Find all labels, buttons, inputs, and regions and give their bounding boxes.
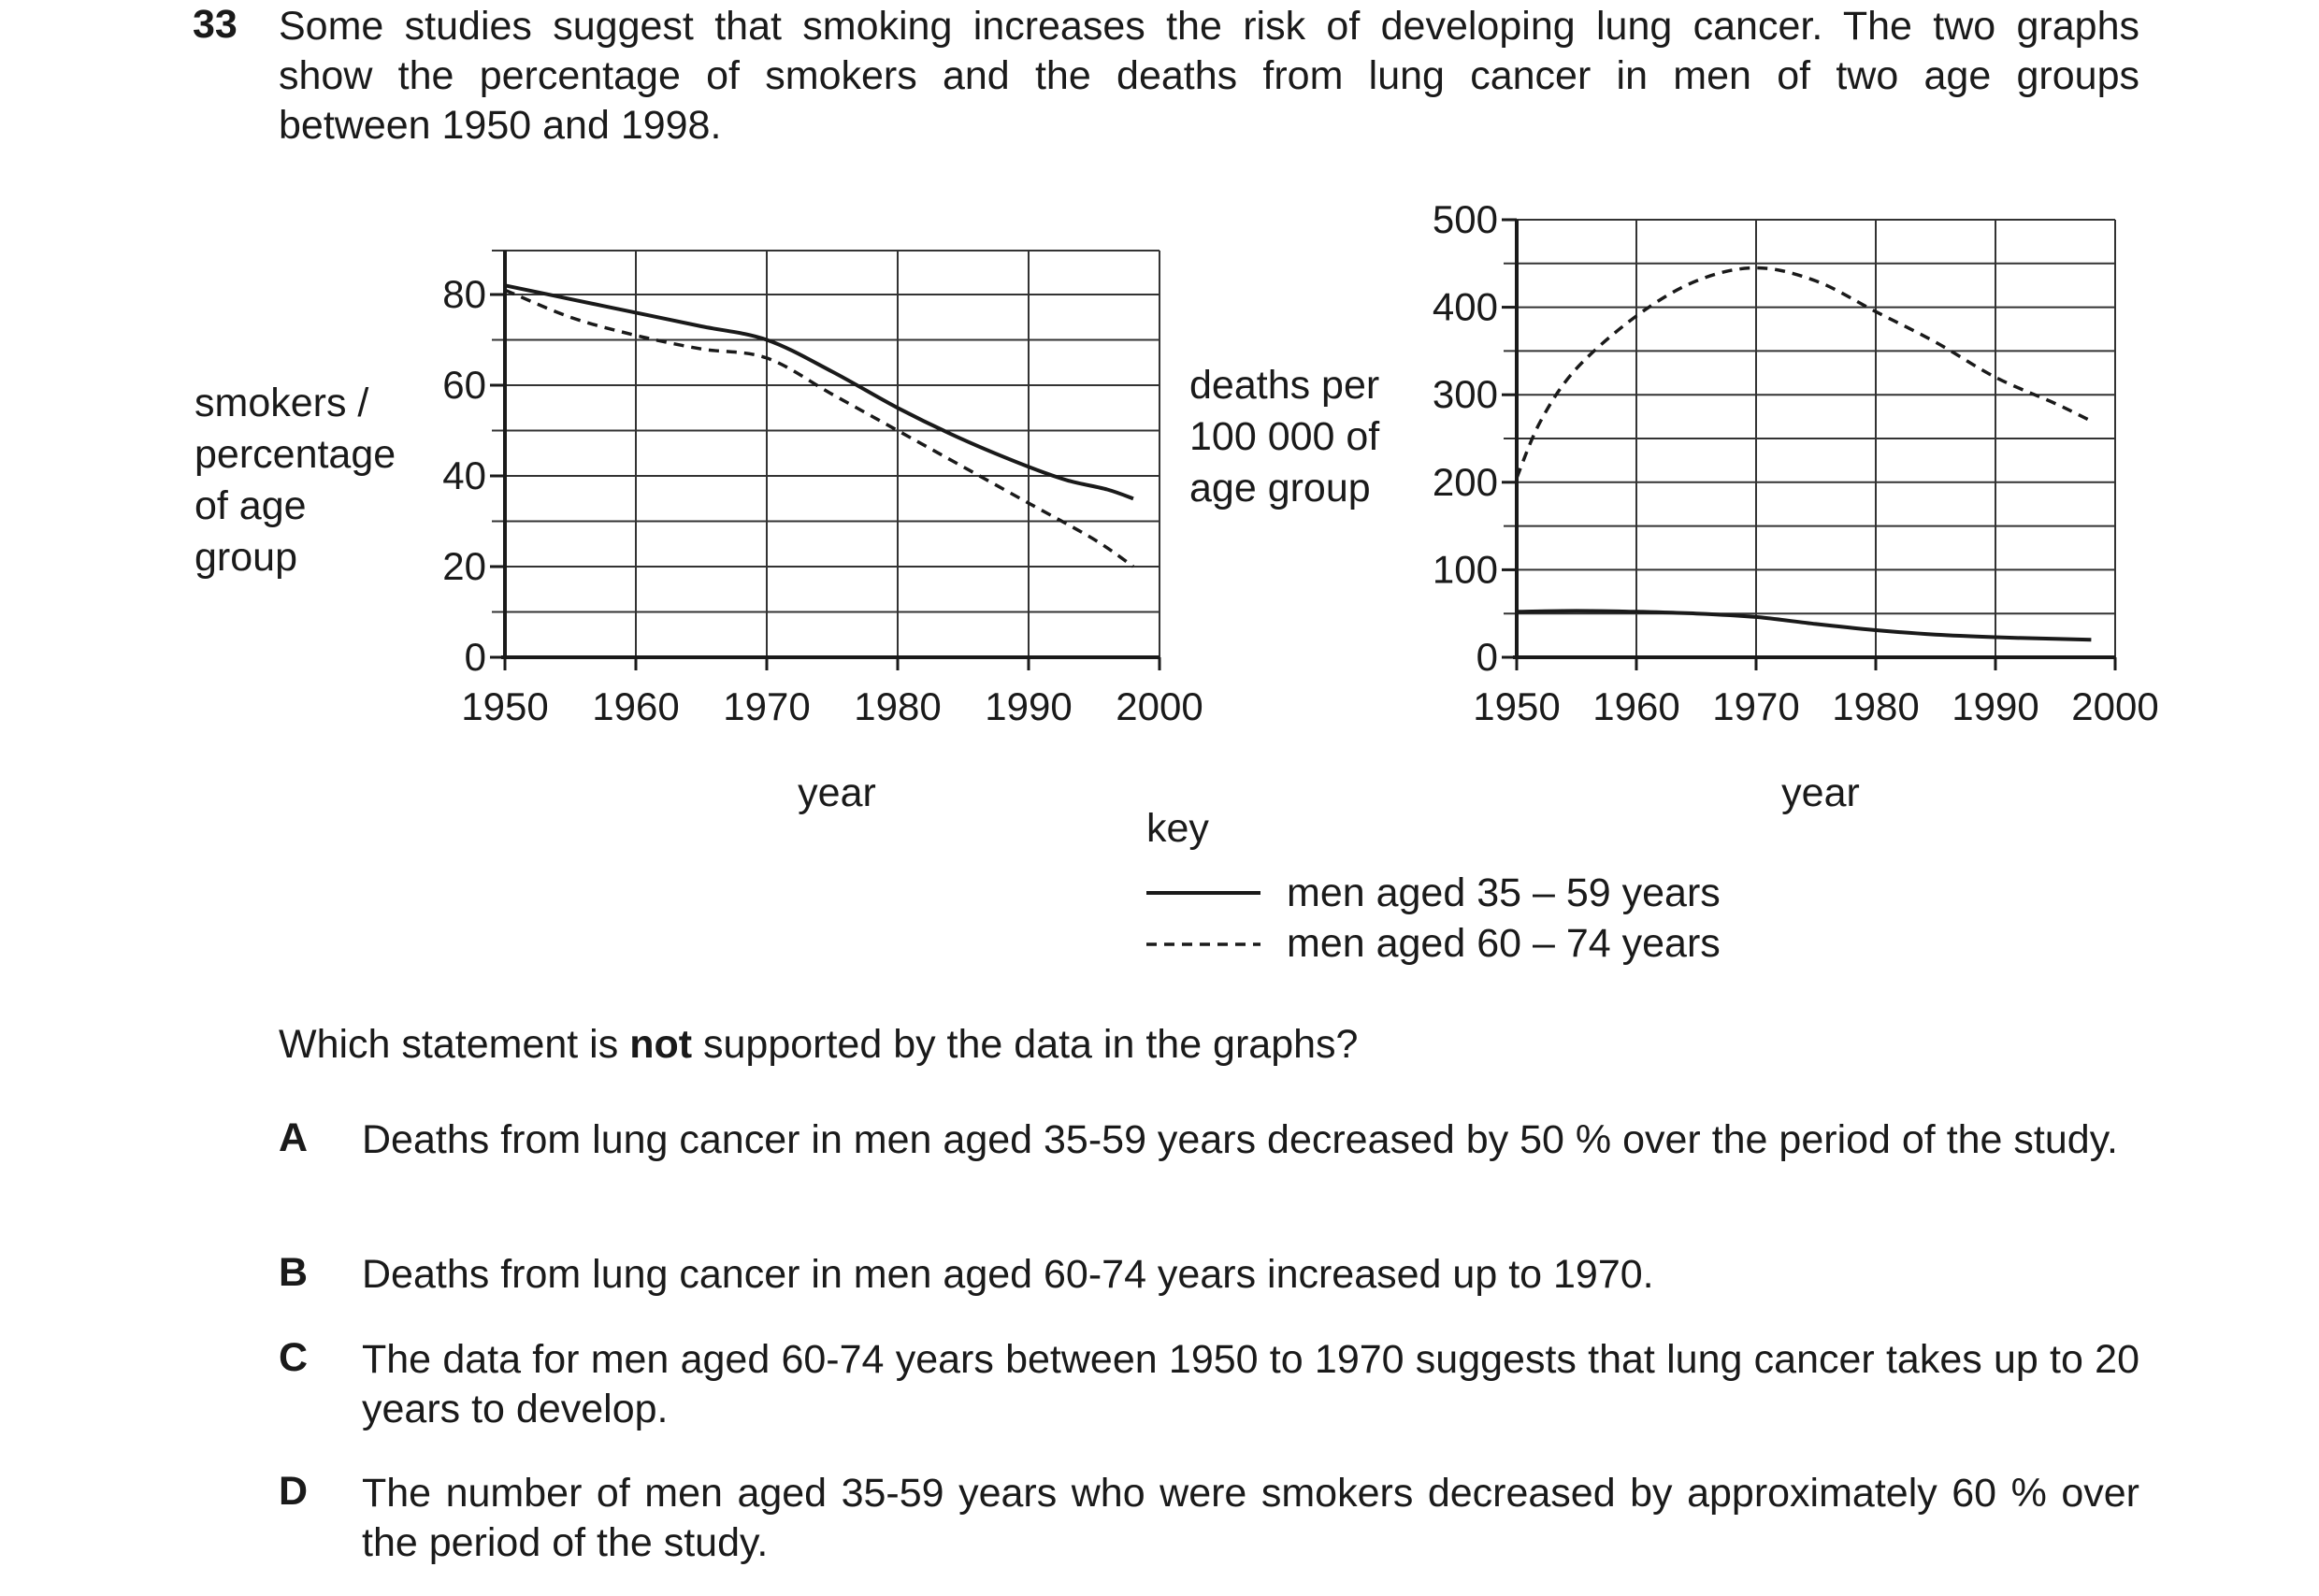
smokers-x-tick-label: 1990 — [985, 684, 1072, 728]
prompt-text-start: Which statement is — [279, 1022, 630, 1067]
deaths-y-tick-label: 300 — [1433, 372, 1498, 416]
stem-line-1: Some studies suggest that smoking increa… — [279, 4, 2139, 49]
option-b-letter[interactable]: B — [279, 1250, 309, 1295]
chart2-ylabel-line: age group — [1189, 466, 1371, 510]
smokers-x-tick-label: 2000 — [1116, 684, 1203, 728]
deaths-x-tick-label: 1950 — [1473, 684, 1560, 728]
smokers-y-tick-label: 60 — [442, 363, 486, 407]
chart2-ylabel-line: deaths per — [1189, 363, 1380, 408]
deaths-y-tick-label: 200 — [1433, 460, 1498, 504]
legend-title: key — [1146, 806, 1209, 851]
prompt-text-end: supported by the data in the graphs? — [692, 1022, 1359, 1067]
deaths-x-tick-label: 1960 — [1592, 684, 1679, 728]
option-b-text[interactable]: Deaths from lung cancer in men aged 60-7… — [362, 1252, 1654, 1297]
deaths-x-tick-label: 1970 — [1712, 684, 1799, 728]
deaths-xlabel: year — [1781, 770, 1860, 815]
question-stem: Some studies suggest that smoking increa… — [279, 2, 2139, 151]
question-prompt: Which statement is not supported by the … — [279, 1022, 1358, 1068]
legend-entry-35-59: men aged 35 – 59 years — [1287, 870, 1721, 915]
deaths-x-tick-label: 1980 — [1832, 684, 1919, 728]
deaths-y-tick-label: 400 — [1433, 285, 1498, 329]
option-a-text[interactable]: Deaths from lung cancer in men aged 35-5… — [362, 1117, 2118, 1162]
chart1-ylabel-line: of age — [194, 483, 307, 528]
smokers-x-tick-label: 1970 — [723, 684, 810, 728]
deaths-y-tick-label: 0 — [1476, 635, 1498, 679]
smokers-chart: 0 20 40 60 80 1950 1960 1970 1980 1990 2000 year — [442, 250, 1203, 815]
option-d-text[interactable]: The number of men aged 35-59 years who w… — [362, 1471, 2139, 1565]
smokers-xlabel: year — [798, 770, 876, 815]
smokers-y-tick-label: 0 — [465, 635, 486, 679]
question-number: 33 — [193, 2, 238, 47]
legend: key men aged 35 – 59 years men aged 60 – 7… — [1146, 806, 1721, 966]
option-a-letter[interactable]: A — [279, 1115, 309, 1160]
smokers-y-tick-label: 20 — [442, 544, 486, 588]
smokers-series-60-74 — [504, 288, 1135, 568]
deaths-x-tick-label: 2000 — [2071, 684, 2158, 728]
stem-line-2: show the percentage of smokers and the d… — [279, 53, 2139, 98]
legend-entry-60-74: men aged 60 – 74 years — [1287, 921, 1721, 966]
smokers-y-tick-label: 40 — [442, 453, 486, 497]
deaths-y-tick-label: 100 — [1433, 547, 1498, 591]
deaths-y-tick-label: 500 — [1433, 197, 1498, 241]
option-c-text[interactable]: The data for men aged 60-74 years betwee… — [362, 1337, 2139, 1431]
chart2-ylabel-line: 100 000 of — [1189, 414, 1380, 459]
deaths-series-60-74 — [1515, 266, 2093, 479]
option-c-letter[interactable]: C — [279, 1335, 309, 1380]
chart1-ylabel-line: group — [194, 535, 297, 580]
smokers-x-tick-label: 1980 — [854, 684, 941, 728]
deaths-series-35-59 — [1516, 609, 2092, 642]
option-d-letter[interactable]: D — [279, 1469, 309, 1514]
prompt-emphasis: not — [629, 1022, 693, 1067]
smokers-series-35-59 — [504, 283, 1134, 501]
stem-line-3: between 1950 and 1998. — [279, 103, 722, 148]
chart2-ylabel: deaths per 100 000 of age group — [1189, 360, 1379, 514]
chart1-ylabel: smokers / percentage of age group — [194, 378, 396, 583]
chart1-ylabel-line: smokers / — [194, 381, 369, 425]
smokers-x-tick-label: 1950 — [461, 684, 548, 728]
smokers-x-tick-label: 1960 — [592, 684, 679, 728]
chart1-ylabel-line: percentage — [194, 432, 396, 477]
deaths-x-tick-label: 1990 — [1952, 684, 2038, 728]
deaths-chart: 0 100 200 300 400 500 1950 1960 1970 1980 1990 2000… — [1433, 197, 2159, 815]
smokers-y-tick-label: 80 — [442, 272, 486, 316]
